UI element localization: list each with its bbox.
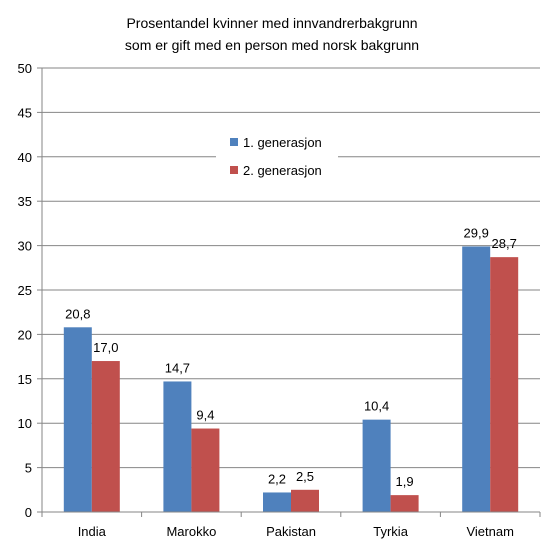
- y-tick-label: 45: [18, 105, 32, 120]
- bar: [390, 495, 419, 512]
- gridlines: [42, 67, 540, 469]
- data-label: 14,7: [165, 360, 190, 375]
- chart-title-line-2: som er gift med en person med norsk bakg…: [125, 37, 419, 53]
- y-tick-label: 50: [18, 61, 32, 76]
- chart-title: Prosentandel kvinner med innvandrerbakgr…: [125, 15, 419, 53]
- x-tick-label: India: [78, 524, 107, 539]
- y-tick-label: 15: [18, 372, 32, 387]
- y-tick-label: 10: [18, 416, 32, 431]
- legend-swatch: [230, 138, 238, 146]
- legend-label: 1. generasjon: [243, 135, 322, 150]
- data-label: 9,4: [196, 408, 214, 423]
- y-tick-label: 20: [18, 327, 32, 342]
- bar: [91, 361, 120, 512]
- y-tick-label: 35: [18, 194, 32, 209]
- bar: [263, 492, 291, 512]
- y-tick-label: 0: [25, 505, 32, 520]
- bar: [291, 489, 319, 512]
- data-label: 1,9: [396, 474, 414, 489]
- data-label: 28,7: [492, 236, 517, 251]
- data-label: 29,9: [464, 225, 489, 240]
- y-tick-label: 40: [18, 150, 32, 165]
- x-tick-label: Tyrkia: [373, 524, 408, 539]
- bar: [163, 381, 192, 512]
- data-label: 2,5: [296, 469, 314, 484]
- bars: 20,8 14,7 2,2 10,4 29,9 17,0 9,4 2,5 1,9 28,7: [63, 225, 519, 512]
- data-label: 10,4: [364, 399, 389, 414]
- x-tick-label: Pakistan: [266, 524, 316, 539]
- y-tick-label: 5: [25, 461, 32, 476]
- y-tick-label: 25: [18, 283, 32, 298]
- bar: [191, 428, 220, 512]
- legend: 1. generasjon 2. generasjon: [216, 128, 338, 188]
- y-axis: 0 5 10 15 20 25 30 35 40 45 50: [18, 61, 43, 520]
- data-label: 2,2: [268, 471, 286, 486]
- bar: [462, 246, 491, 512]
- bar: [63, 327, 92, 512]
- legend-label: 2. generasjon: [243, 163, 322, 178]
- data-label: 17,0: [93, 340, 118, 355]
- x-tick-label: Marokko: [166, 524, 216, 539]
- data-label: 20,8: [65, 306, 90, 321]
- x-axis: India Marokko Pakistan Tyrkia Vietnam: [41, 511, 541, 539]
- bar: [362, 419, 391, 512]
- chart-title-line-1: Prosentandel kvinner med innvandrerbakgr…: [126, 15, 417, 31]
- bar: [490, 257, 519, 512]
- legend-swatch: [230, 166, 238, 174]
- y-tick-label: 30: [18, 239, 32, 254]
- x-tick-label: Vietnam: [466, 524, 513, 539]
